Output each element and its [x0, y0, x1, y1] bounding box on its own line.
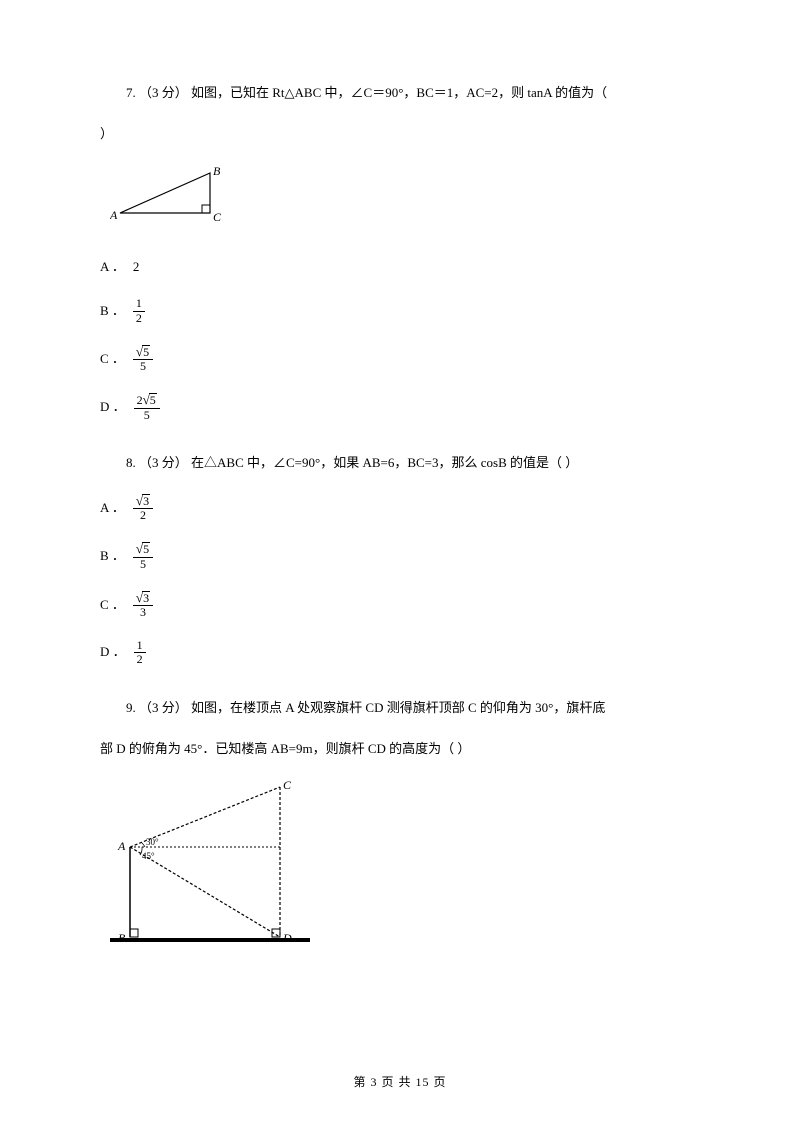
q9-text-line2: 部 D 的俯角为 45°．已知楼高 AB=9m，则旗杆 CD 的高度为（ ） [100, 739, 700, 760]
fraction-icon: √5 5 [133, 345, 153, 373]
opt-value: 2 [133, 257, 140, 278]
q7-body: 如图，已知在 Rt△ABC 中，∠C＝90°，BC＝1，AC=2，则 tanA … [191, 85, 607, 100]
label-a: A [117, 839, 126, 853]
sqrt-value: 3 [142, 591, 150, 605]
question-8: 8. （3 分） 在△ABC 中，∠C=90°，如果 AB=6，BC=3，那么 … [100, 450, 700, 667]
denominator: 5 [137, 360, 149, 373]
q7-number: 7. [126, 85, 136, 100]
label-d: D [282, 931, 292, 945]
q8-body: 在△ABC 中，∠C=90°，如果 AB=6，BC=3，那么 cosB 的值是（… [191, 455, 578, 470]
sqrt-value: 5 [142, 542, 150, 556]
page-footer: 第 3 页 共 15 页 [0, 1073, 800, 1092]
sqrt-value: 5 [142, 345, 150, 359]
label-b: B [213, 164, 221, 178]
fraction-icon: 1 2 [134, 639, 146, 666]
q7-option-b: B ． 1 2 [100, 297, 700, 324]
opt-label: B ． [100, 546, 125, 567]
q8-points: （3 分） [139, 455, 188, 470]
q9-body1: 如图，在楼顶点 A 处观察旗杆 CD 测得旗杆顶部 C 的仰角为 30°，旗杆底 [191, 700, 605, 715]
denominator: 5 [137, 558, 149, 571]
footer-total: 15 [416, 1075, 430, 1089]
denominator: 2 [133, 312, 145, 325]
sqrt-value: 3 [142, 494, 150, 508]
opt-label: A ． [100, 498, 125, 519]
question-7: 7. （3 分） 如图，已知在 Rt△ABC 中，∠C＝90°，BC＝1，AC=… [100, 80, 700, 422]
q7-option-d: D ． 2√5 5 [100, 393, 700, 421]
numerator: √5 [133, 542, 153, 557]
denominator: 2 [137, 509, 149, 522]
q9-points: （3 分） [139, 700, 188, 715]
label-c: C [213, 210, 222, 224]
q7-figure: A B C [110, 163, 700, 235]
q7-points: （3 分） [139, 85, 188, 100]
footer-suffix: 页 [430, 1075, 447, 1089]
numerator: √3 [133, 591, 153, 606]
q8-text-line: 8. （3 分） 在△ABC 中，∠C=90°，如果 AB=6，BC=3，那么 … [100, 450, 700, 476]
label-b: B [118, 931, 126, 945]
opt-label: B ． [100, 301, 125, 322]
question-9: 9. （3 分） 如图，在楼顶点 A 处观察旗杆 CD 测得旗杆顶部 C 的仰角… [100, 695, 700, 960]
opt-label: D ． [100, 642, 126, 663]
angle-30: 30° [146, 837, 159, 847]
sqrt-value: 5 [149, 393, 157, 407]
q9-number: 9. [126, 700, 136, 715]
q8-option-b: B ． √5 5 [100, 542, 700, 570]
numerator: √5 [133, 345, 153, 360]
denominator: 5 [141, 409, 153, 422]
q8-option-a: A ． √3 2 [100, 494, 700, 522]
q8-option-d: D ． 1 2 [100, 639, 700, 666]
q9-text-line1: 9. （3 分） 如图，在楼顶点 A 处观察旗杆 CD 测得旗杆顶部 C 的仰角… [100, 695, 700, 721]
label-a: A [110, 208, 118, 222]
footer-prefix: 第 [353, 1075, 370, 1089]
building-flagpole-icon: A B C D 30° 45° [110, 777, 310, 952]
triangle-abc-icon: A B C [110, 163, 240, 228]
label-c: C [283, 778, 292, 792]
fraction-icon: 2√5 5 [134, 393, 160, 421]
q7-option-a: A ． 2 [100, 257, 700, 278]
q7-close: ） [100, 124, 700, 145]
opt-label: A ． [100, 257, 125, 278]
denominator: 2 [134, 653, 146, 666]
fraction-icon: √5 5 [133, 542, 153, 570]
opt-label: C ． [100, 595, 125, 616]
numerator: 2√5 [134, 393, 160, 408]
fraction-icon: 1 2 [133, 297, 145, 324]
fraction-icon: √3 2 [133, 494, 153, 522]
numerator: 1 [134, 639, 146, 653]
angle-45: 45° [142, 851, 155, 861]
q7-option-c: C ． √5 5 [100, 345, 700, 373]
q8-option-c: C ． √3 3 [100, 591, 700, 619]
fraction-icon: √3 3 [133, 591, 153, 619]
q9-figure: A B C D 30° 45° [110, 777, 700, 959]
opt-label: C ． [100, 349, 125, 370]
q8-number: 8. [126, 455, 136, 470]
footer-mid: 页 共 [377, 1075, 415, 1089]
denominator: 3 [137, 606, 149, 619]
opt-label: D ． [100, 397, 126, 418]
q7-text-line: 7. （3 分） 如图，已知在 Rt△ABC 中，∠C＝90°，BC＝1，AC=… [100, 80, 700, 106]
numerator: 1 [133, 297, 145, 311]
numerator: √3 [133, 494, 153, 509]
